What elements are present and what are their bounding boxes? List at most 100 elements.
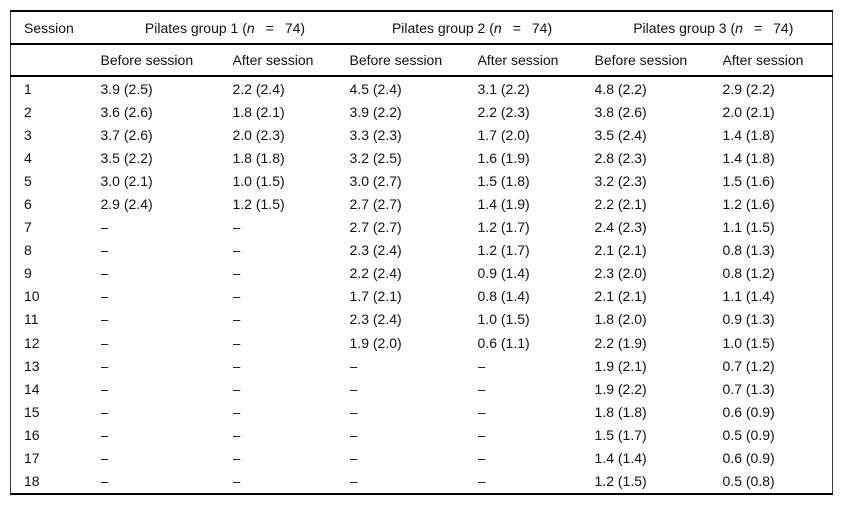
data-cell: 2.7 (2.7) [349,219,402,236]
data-cell: 3.1 (2.2) [477,80,530,97]
group1-label: Pilates group 1 ( [144,19,247,36]
data-cell: 2.2 (2.4) [349,265,402,282]
data-cell: – [232,334,241,351]
table-row: 4 3.5 (2.2) 1.8 (1.8) 3.2 (2.5) 1.6 (1.9) 2.8… [11,146,833,169]
data-cell: – [349,450,358,467]
data-cell: 1.5 (1.6) [722,172,775,189]
table-row: 10 – – 1.7 (2.1) 0.8 (1.4) 2.1 (2.1) 1.1 (1.4) [11,285,833,308]
data-cell: – [232,473,241,490]
data-cell: – [477,357,486,374]
data-cell: 1.2 (1.7) [477,242,530,259]
data-cell: 1.2 (1.6) [722,196,775,213]
data-cell: 4.8 (2.2) [594,80,647,97]
data-cell: 3.3 (2.3) [349,126,402,143]
session-cell: 1 [24,80,32,97]
data-cell: – [232,426,241,443]
data-cell: – [100,450,109,467]
data-cell: 3.6 (2.6) [100,103,153,120]
data-cell: 1.4 (1.8) [722,149,775,166]
data-cell: – [232,265,241,282]
n-symbol: n [246,19,255,36]
data-cell: 1.1 (1.4) [722,288,775,305]
data-cell: 1.7 (2.1) [349,288,402,305]
data-cell: 2.4 (2.3) [594,219,647,236]
data-cell: – [100,426,109,443]
table-row: 9 – – 2.2 (2.4) 0.9 (1.4) 2.3 (2.0) 0.8 (1.2) [11,262,833,285]
session-cell: 8 [24,242,32,259]
group2-header: Pilates group 2 (n = 74) [349,11,595,45]
data-cell: 2.1 (2.1) [594,288,647,305]
data-cell: 3.9 (2.5) [100,80,153,97]
session-cell: 13 [24,357,40,374]
equals-sign: = [265,19,274,36]
data-cell: – [349,473,358,490]
data-cell: 1.4 (1.9) [477,196,530,213]
equals-sign: = [512,19,521,36]
data-cell: 3.2 (2.5) [349,149,402,166]
session-cell: 2 [24,103,32,120]
data-cell: 3.5 (2.2) [100,149,153,166]
data-cell: – [349,426,358,443]
group1-n-value: 74) [284,19,306,36]
data-cell: – [349,403,358,420]
group1-header: Pilates group 1 (n = 74) [100,11,350,45]
table-row: 8 – – 2.3 (2.4) 1.2 (1.7) 2.1 (2.1) 0.8 (1.3) [11,239,833,262]
data-cell: 1.2 (1.5) [232,196,285,213]
n-symbol: n [493,19,502,36]
table-row: 11 – – 2.3 (2.4) 1.0 (1.5) 1.8 (2.0) 0.9 (1.3) [11,308,833,331]
data-cell: 2.2 (2.3) [477,103,530,120]
data-cell: – [349,380,358,397]
session-cell: 3 [24,126,32,143]
data-cell: – [100,288,109,305]
session-cell: 17 [24,450,40,467]
subheader-before-session-3: Before session [594,44,723,77]
session-cell: 14 [24,380,40,397]
data-cell: 0.7 (1.3) [722,380,775,397]
data-cell: 2.9 (2.4) [100,196,153,213]
table-row: 16 – – – – 1.5 (1.7) 0.5 (0.9) [11,423,833,446]
data-cell: – [232,403,241,420]
data-cell: – [232,219,241,236]
group2-label: Pilates group 2 ( [391,19,494,36]
subheader-before-session-2: Before session [349,44,478,77]
data-cell: 2.9 (2.2) [722,80,775,97]
data-cell: 2.0 (2.1) [722,103,775,120]
group3-header: Pilates group 3 (n = 74) [594,11,833,45]
subheader-row: Before session After session Before sess… [10,44,833,77]
session-cell: 7 [24,219,32,236]
table-row: 18 – – – – 1.2 (1.5) 0.5 (0.8) [11,470,833,494]
subheader-spacer [10,44,101,77]
data-cell: 3.8 (2.6) [594,103,647,120]
subheader-after-session-3: After session [722,44,833,77]
data-cell: – [100,311,109,328]
data-cell: 3.5 (2.4) [594,126,647,143]
data-cell: 3.9 (2.2) [349,103,402,120]
data-cell: 0.6 (0.9) [722,403,775,420]
data-cell: 0.6 (1.1) [477,334,530,351]
subheader-before-session-1: Before session [100,44,233,77]
session-cell: 18 [24,473,40,490]
data-cell: 1.6 (1.9) [477,149,530,166]
pilates-sessions-table: Session Pilates group 1 (n = 74) Pilates g… [10,10,834,495]
table-row: 3 3.7 (2.6) 2.0 (2.3) 3.3 (2.3) 1.7 (2.0) 3.5… [11,123,833,146]
data-cell: 1.1 (1.5) [722,219,775,236]
data-cell: 2.0 (2.3) [232,126,285,143]
data-cell: 1.0 (1.5) [232,172,285,189]
table-row: 14 – – – – 1.9 (2.2) 0.7 (1.3) [11,377,833,400]
table-row: 13 – – – – 1.9 (2.1) 0.7 (1.2) [11,354,833,377]
data-cell: 1.8 (1.8) [232,149,285,166]
data-cell: – [232,311,241,328]
data-cell: 0.6 (0.9) [722,450,775,467]
session-cell: 16 [24,426,40,443]
data-cell: 1.9 (2.2) [594,380,647,397]
data-cell: 2.7 (2.7) [349,196,402,213]
data-cell: 1.4 (1.8) [722,126,775,143]
table-row: 1 3.9 (2.5) 2.2 (2.4) 4.5 (2.4) 3.1 (2.2) 4.8… [11,76,833,100]
data-cell: 2.3 (2.4) [349,242,402,259]
data-cell: 1.9 (2.1) [594,357,647,374]
data-cell: – [477,450,486,467]
table-body: 1 3.9 (2.5) 2.2 (2.4) 4.5 (2.4) 3.1 (2.2) 4.8… [11,76,833,494]
data-cell: 1.7 (2.0) [477,126,530,143]
data-cell: 0.9 (1.3) [722,311,775,328]
data-cell: – [477,403,486,420]
